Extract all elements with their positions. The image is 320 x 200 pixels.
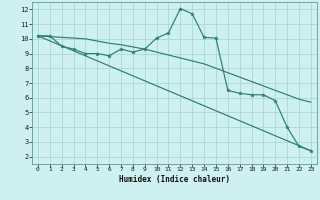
X-axis label: Humidex (Indice chaleur): Humidex (Indice chaleur)	[119, 175, 230, 184]
